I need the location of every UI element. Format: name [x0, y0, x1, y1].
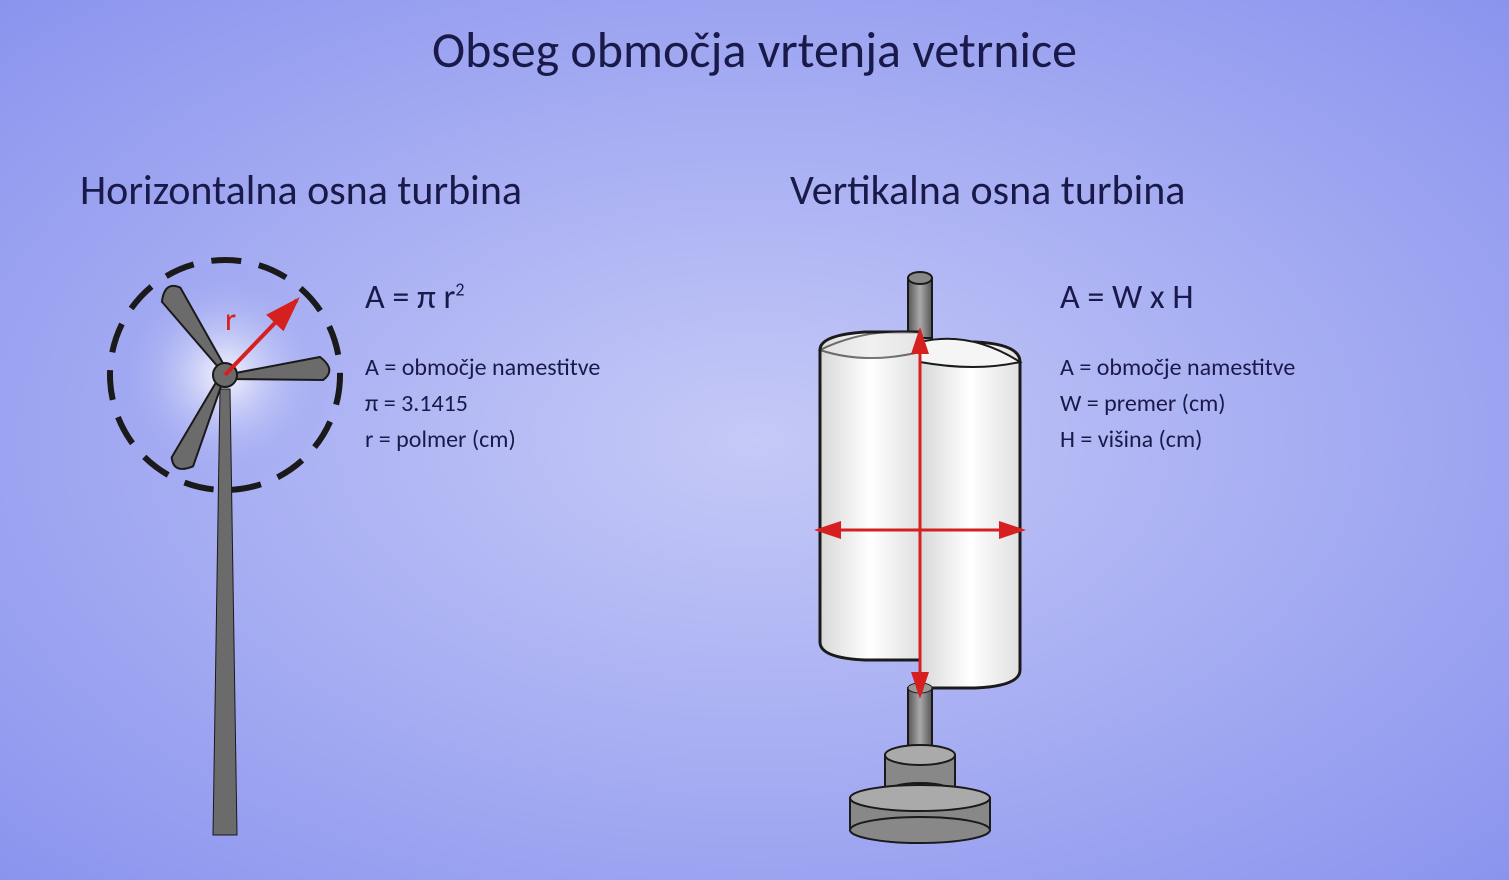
left-formula: A = π r2: [365, 277, 464, 318]
vertical-turbine-diagram: [790, 270, 1050, 860]
left-legend: A = območje namestitve π = 3.1415 r = po…: [365, 350, 600, 458]
right-legend: A = območje namestitve W = premer (cm) H…: [1060, 350, 1295, 458]
right-subtitle: Vertikalna osna turbina: [790, 165, 1185, 216]
left-subtitle: Horizontalna osna turbina: [80, 165, 522, 216]
horizontal-turbine-diagram: [100, 255, 360, 845]
radius-label: r: [225, 300, 236, 339]
right-formula: A = W x H: [1060, 277, 1194, 318]
main-title: Obseg območja vrtenja vetrnice: [0, 20, 1509, 81]
